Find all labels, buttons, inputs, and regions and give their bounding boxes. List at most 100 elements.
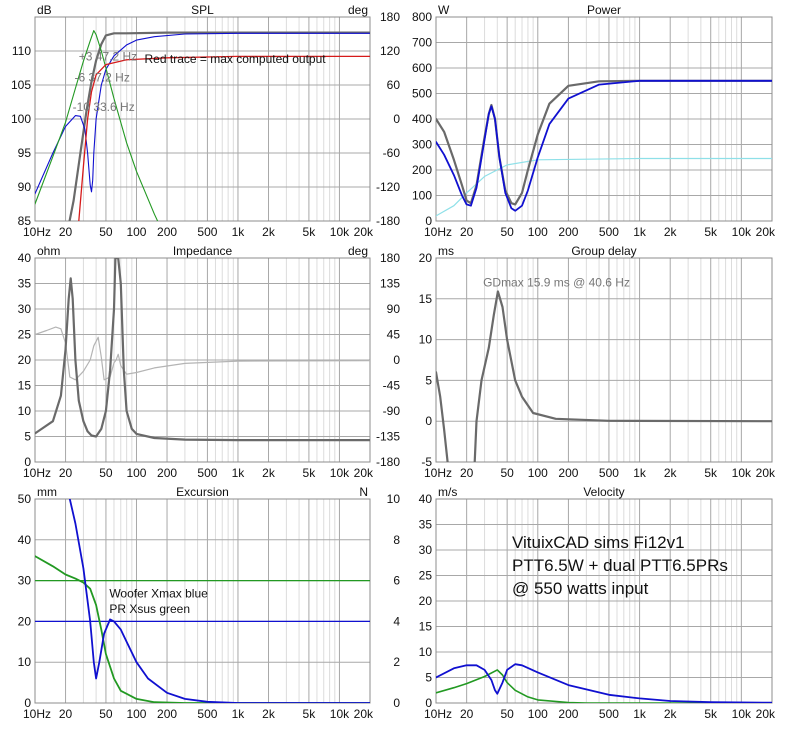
left-unit-label: ohm bbox=[37, 244, 60, 258]
y-tick-label: 40 bbox=[18, 251, 32, 265]
right-unit-label: deg bbox=[348, 3, 368, 17]
x-tick-label: 2k bbox=[262, 225, 276, 239]
x-tick-label: 10k bbox=[330, 225, 350, 239]
x-tick-label: 100 bbox=[126, 225, 146, 239]
x-tick-label: 2k bbox=[262, 707, 276, 721]
x-tick-label: 10Hz bbox=[23, 707, 51, 721]
series-group bbox=[35, 499, 370, 703]
y-tick-label: 0 bbox=[425, 414, 432, 428]
chart-title: Impedance bbox=[173, 244, 233, 258]
y-tick-label: 40 bbox=[419, 492, 433, 506]
x-tick-label: 20 bbox=[59, 707, 73, 721]
chart-spl: 10Hz 20 50 100 200 500 1k 2k 5k 10k 20k 85 90 95 100 10… bbox=[11, 3, 401, 239]
y-tick-label: 10 bbox=[18, 655, 32, 669]
x-tick-label: 5k bbox=[704, 707, 718, 721]
y-tick-label: 700 bbox=[412, 36, 432, 50]
left-unit-label: W bbox=[438, 3, 450, 17]
y2-tick-label: -45 bbox=[383, 379, 401, 393]
y-tick-label: 15 bbox=[419, 292, 433, 306]
x-tick-label: 50 bbox=[500, 466, 514, 480]
plot-frame bbox=[34, 16, 371, 222]
annotation-label: -10 33.6 Hz bbox=[73, 100, 135, 114]
plot-frame bbox=[34, 498, 371, 704]
y-tick-label: 15 bbox=[419, 620, 433, 634]
y2-tick-label: 10 bbox=[387, 492, 401, 506]
y-tick-label: 95 bbox=[18, 146, 32, 160]
y-tick-label: 100 bbox=[412, 189, 432, 203]
annotation-label: -6 37.2 Hz bbox=[74, 71, 129, 85]
series-line-3 bbox=[68, 499, 370, 703]
series-line-2 bbox=[436, 79, 772, 212]
x-tick-label: 2k bbox=[664, 466, 678, 480]
y2-tick-label: 0 bbox=[393, 353, 400, 367]
y2-tick-label: -60 bbox=[383, 146, 401, 160]
chart-group_delay: 10Hz 20 50 100 200 500 1k 2k 5k 10k 20k -5 0 5 10 15 20 G… bbox=[419, 244, 776, 480]
y-tick-label: 20 bbox=[419, 594, 433, 608]
left-unit-label: ms bbox=[438, 244, 454, 258]
x-tick-label: 50 bbox=[99, 707, 113, 721]
chart-excursion: 10Hz 20 50 100 200 500 1k 2k 5k 10k 20k01020304050… bbox=[18, 485, 401, 721]
overlay-line-1: VituixCAD sims Fi12v1 bbox=[512, 533, 685, 552]
x-tick-label: 20 bbox=[59, 225, 73, 239]
x-tick-label: 20k bbox=[354, 225, 374, 239]
y2-tick-label: 0 bbox=[393, 112, 400, 126]
x-tick-label: 50 bbox=[99, 466, 113, 480]
x-tick-label: 2k bbox=[262, 466, 276, 480]
x-tick-label: 200 bbox=[558, 225, 578, 239]
y2-tick-label: 6 bbox=[393, 574, 400, 588]
x-tick-label: 200 bbox=[558, 466, 578, 480]
y-tick-label: 35 bbox=[18, 277, 32, 291]
x-tick-label: 10k bbox=[732, 466, 752, 480]
series-line-0 bbox=[436, 669, 772, 703]
y2-tick-label: 0 bbox=[393, 696, 400, 710]
x-tick-label: 1k bbox=[633, 466, 647, 480]
plot-frame bbox=[435, 257, 773, 463]
x-tick-label: 20 bbox=[460, 225, 474, 239]
x-tick-label: 2k bbox=[664, 225, 678, 239]
y2-tick-label: -180 bbox=[376, 214, 400, 228]
y2-tick-label: 60 bbox=[387, 78, 401, 92]
x-tick-label: 1k bbox=[633, 707, 647, 721]
plot-frame bbox=[34, 257, 371, 463]
y-tick-label: 30 bbox=[18, 574, 32, 588]
x-tick-label: 200 bbox=[558, 707, 578, 721]
annotation-label: +3 47.2 Hz bbox=[79, 50, 137, 64]
x-tick-label: 10Hz bbox=[424, 466, 452, 480]
series-line-2 bbox=[35, 30, 159, 221]
y-tick-label: 500 bbox=[412, 87, 432, 101]
x-tick-label: 5k bbox=[303, 225, 317, 239]
overlay-line-2: PTT6.5W + dual PTT6.5PRs bbox=[512, 556, 728, 575]
series-line-3 bbox=[78, 55, 370, 221]
y-tick-label: 200 bbox=[412, 163, 432, 177]
y-tick-label: 5 bbox=[425, 373, 432, 387]
series-group bbox=[35, 258, 370, 442]
overlay-line-3: @ 550 watts input bbox=[512, 579, 649, 598]
x-tick-label: 5k bbox=[303, 466, 317, 480]
series-line-1 bbox=[35, 258, 370, 442]
y-tick-label: 30 bbox=[419, 543, 433, 557]
x-tick-label: 20k bbox=[354, 466, 374, 480]
x-tick-label: 10Hz bbox=[424, 707, 452, 721]
y-tick-label: 25 bbox=[18, 328, 32, 342]
chart-title: Velocity bbox=[583, 485, 624, 499]
y2-tick-label: -120 bbox=[376, 180, 400, 194]
y-tick-label: 40 bbox=[18, 533, 32, 547]
y-tick-label: 800 bbox=[412, 10, 432, 24]
y2-tick-label: -180 bbox=[376, 455, 400, 469]
y-tick-label: 90 bbox=[18, 180, 32, 194]
annotation-label: GDmax 15.9 ms @ 40.6 Hz bbox=[483, 276, 630, 290]
series-line-1 bbox=[436, 663, 772, 703]
x-tick-label: 200 bbox=[157, 466, 177, 480]
chart-power: 10Hz 20 50 100 200 500 1k 2k 5k 10k 20k 0 100 200 300 4… bbox=[412, 3, 776, 239]
y2-tick-label: 135 bbox=[380, 277, 400, 291]
x-tick-label: 500 bbox=[599, 707, 619, 721]
y2-tick-label: 120 bbox=[380, 44, 400, 58]
y2-tick-label: 2 bbox=[393, 655, 400, 669]
right-unit-label: deg bbox=[348, 244, 368, 258]
y-tick-label: 100 bbox=[11, 112, 31, 126]
series-line-1 bbox=[473, 290, 772, 462]
x-tick-label: 200 bbox=[157, 707, 177, 721]
y-tick-label: 400 bbox=[412, 112, 432, 126]
overlay-caption: VituixCAD sims Fi12v1 PTT6.5W + dual PTT… bbox=[512, 531, 728, 600]
